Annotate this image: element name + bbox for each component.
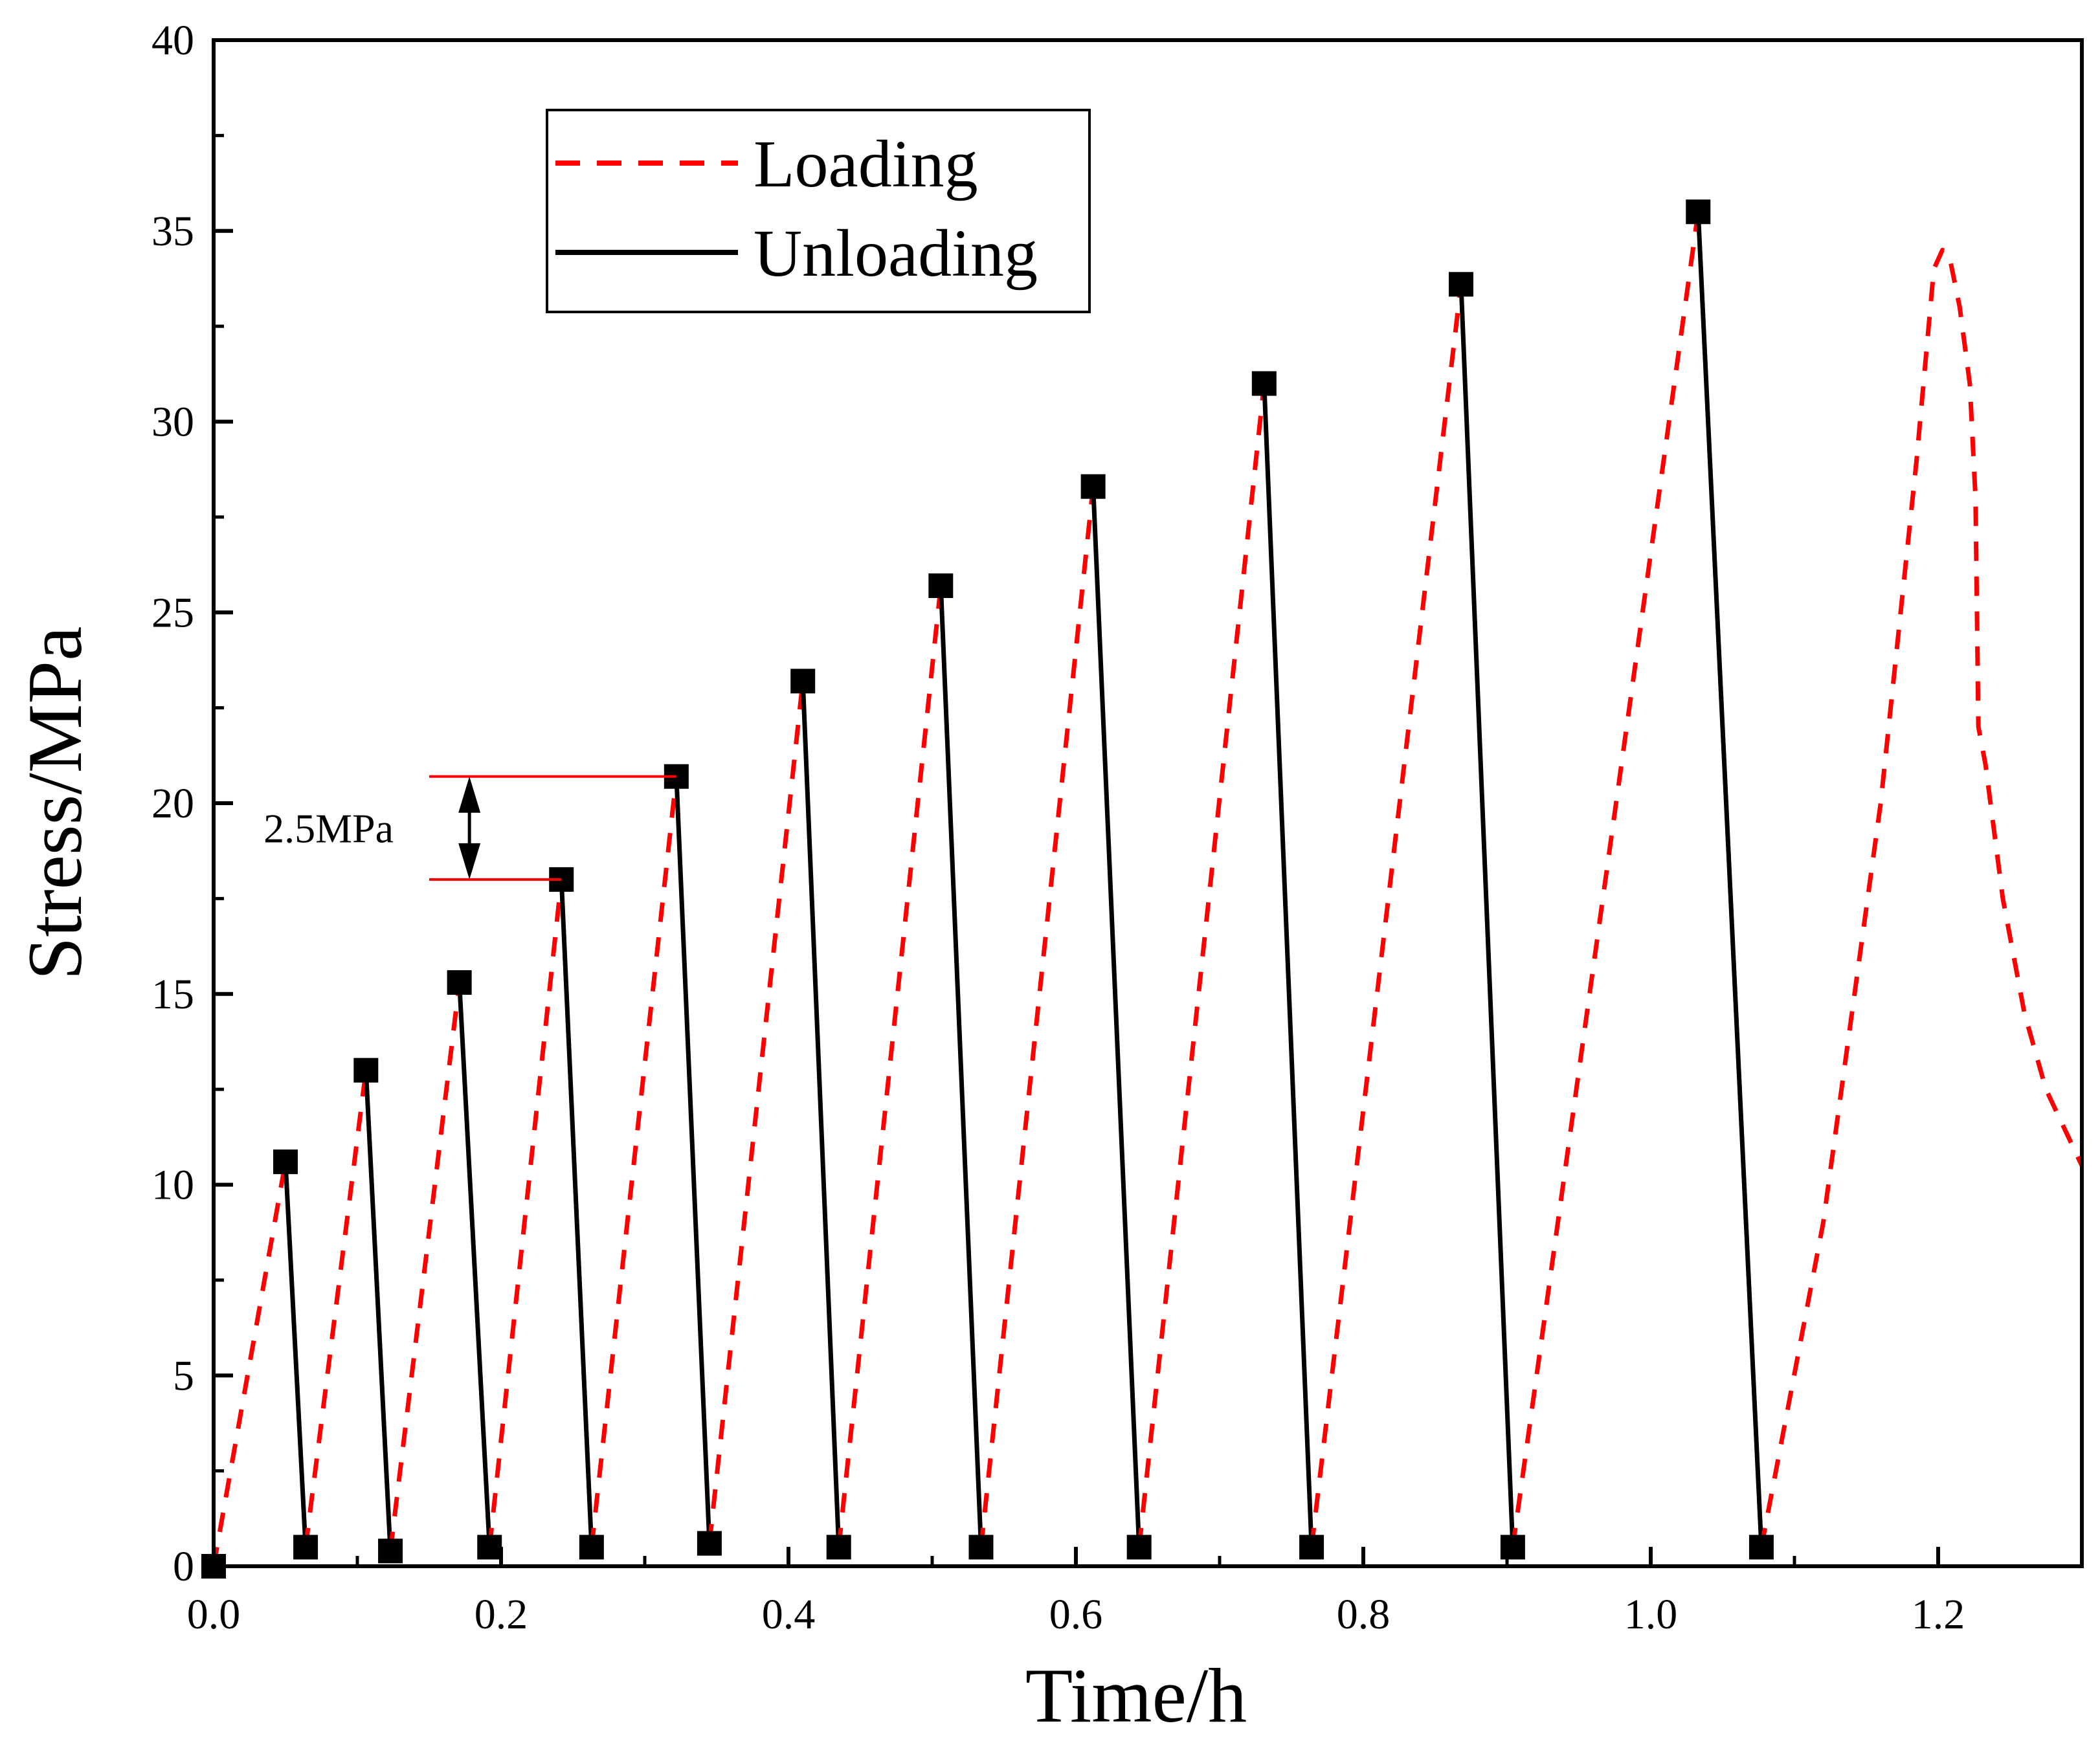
y-tick-label: 40 [151,17,194,64]
y-tick-label: 20 [151,780,194,827]
legend-loading-label: Loading [754,127,978,201]
y-axis-title: Stress/MPa [12,626,98,981]
x-tick-label: 0.6 [1049,1591,1103,1638]
x-tick-label: 0.2 [475,1591,528,1638]
x-tick-label: 1.2 [1912,1591,1965,1638]
unloading-segment [559,879,594,1547]
loading-segment [836,585,943,1547]
loading-segment [1510,211,1701,1548]
final-loading-curve [1759,247,2084,1548]
loading-segment [707,680,805,1544]
valley-marker [826,1535,851,1560]
marker-layer [201,199,1774,1579]
annotation-label: 2.5MPa [263,805,394,851]
unloading-segment [1091,486,1142,1547]
peak-marker [447,970,472,995]
annotation-arrow-up-head [458,776,481,813]
peak-marker [273,1149,298,1175]
peak-marker [353,1058,379,1083]
loading-segment [589,776,679,1547]
peak-marker [1080,474,1106,499]
legend-box [546,109,1091,313]
annotation-arrow-down-head [458,843,481,880]
peak-marker [790,669,816,694]
valley-marker [1299,1535,1324,1560]
loading-segment [303,1070,368,1547]
valley-marker [1748,1535,1774,1560]
legend-unloading-label: Unloading [754,216,1038,291]
legend: Loading Unloading [546,109,1091,313]
x-tick-label: 0.0 [187,1591,241,1638]
unloading-segment [1695,212,1764,1547]
y-tick-label: 0 [173,1543,194,1590]
unloading-segment [457,982,492,1547]
valley-marker [697,1531,722,1556]
valley-marker [968,1535,994,1560]
unloading-segment [283,1161,308,1547]
valley-marker [378,1538,403,1564]
x-tick-label: 0.4 [762,1591,816,1638]
unloading-segment [674,776,712,1544]
y-tick-label: 30 [151,399,194,446]
annotation-layer: 2.5MPa [263,775,676,881]
x-tick-label: 1.0 [1624,1591,1678,1638]
peak-marker [1448,272,1473,297]
unloading-segment [1458,284,1515,1547]
valley-marker [1500,1535,1525,1560]
series-layer [211,211,2084,1567]
y-tick-label: 25 [151,589,194,636]
axis-layer: 0.0 0.2 0.4 0.6 0.8 1.0 1.2 0 5 10 15 20 25 30 35 40 [151,17,2084,1638]
valley-marker [477,1535,502,1560]
unloading-segment [800,681,842,1547]
peak-marker [1686,199,1711,225]
loading-segment [487,879,564,1547]
unloading-segment [1262,383,1314,1547]
loading-segment [388,982,462,1551]
loading-segment [978,486,1096,1547]
unloading-segment [938,585,983,1547]
y-tick-label: 10 [151,1162,194,1209]
valley-marker [579,1535,604,1560]
x-axis-title: Time/h [1025,1652,1247,1738]
unloading-segment [363,1070,393,1551]
y-tick-label: 15 [151,971,194,1018]
valley-marker [1126,1535,1152,1560]
x-tick-label: 0.8 [1337,1591,1391,1638]
valley-marker [293,1535,318,1560]
loading-segment [1309,283,1464,1547]
y-tick-label: 35 [151,208,194,255]
peak-marker [1251,371,1277,396]
peak-marker [928,573,954,598]
y-tick-label: 5 [173,1352,194,1399]
